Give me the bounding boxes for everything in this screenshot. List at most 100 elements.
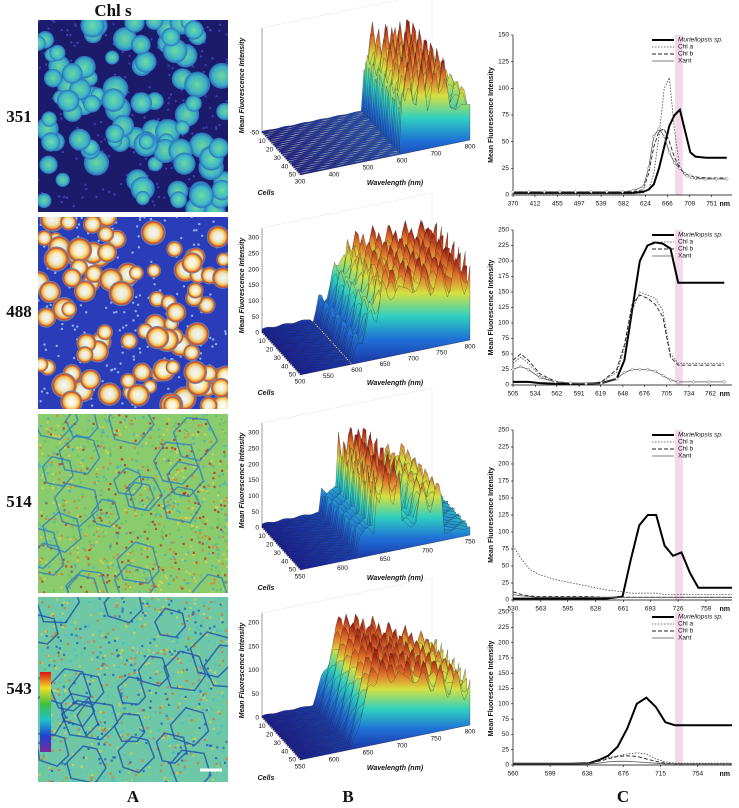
pixel [218, 485, 222, 488]
wavelength-label: Wavelength (nm) [367, 380, 424, 387]
pixel [221, 613, 224, 616]
pixel [42, 752, 45, 755]
pixel [48, 592, 52, 593]
pixel [102, 446, 105, 449]
pixel [224, 431, 227, 435]
pixel [55, 508, 58, 512]
pixel [191, 575, 194, 579]
wavelength-tick-label: 750 [436, 350, 447, 357]
pixel [148, 426, 151, 430]
pixel [106, 497, 110, 500]
y-tick-label: 50 [502, 731, 510, 738]
pixel [99, 612, 102, 615]
pixel [55, 573, 58, 576]
pixel [164, 574, 167, 577]
pixel [144, 614, 147, 617]
pixel [58, 471, 61, 474]
pixel [43, 541, 47, 544]
pixel [117, 654, 120, 657]
pixel [45, 630, 48, 633]
pixel [184, 759, 187, 762]
pixel [208, 462, 211, 465]
pixel [164, 696, 167, 699]
wavelength-label: Wavelength (nm) [367, 180, 424, 187]
pixel [215, 663, 218, 666]
pixel [95, 472, 98, 476]
pixel [160, 612, 164, 615]
pixel [76, 514, 80, 517]
pixel [192, 740, 195, 743]
pixel [177, 603, 181, 606]
cell [80, 20, 105, 38]
pixel [51, 433, 55, 436]
pixel [62, 503, 65, 506]
pixel [98, 715, 101, 719]
x-tick-label: 628 [590, 606, 601, 613]
pixel [177, 671, 180, 674]
speck [84, 188, 88, 191]
pixel [70, 547, 73, 550]
pixel [217, 597, 220, 600]
pixel [176, 471, 180, 474]
pixel [154, 527, 158, 531]
pixel [141, 445, 144, 448]
speck [225, 99, 228, 103]
pixel [139, 583, 142, 586]
pixel [151, 597, 154, 600]
pixel [80, 612, 83, 615]
pixel [91, 695, 94, 698]
pixel [127, 559, 130, 562]
pixel [142, 503, 145, 507]
pixel [134, 657, 137, 660]
pixel [65, 681, 68, 685]
pixel [80, 536, 83, 539]
wavelength-tick-label: 600 [337, 565, 348, 572]
pixel [127, 762, 130, 765]
pixel [58, 441, 61, 444]
pixel [39, 572, 42, 575]
pixel [55, 724, 58, 727]
pixel [140, 689, 143, 692]
pixel [154, 585, 157, 588]
pixel [187, 499, 191, 503]
pixel [106, 435, 109, 438]
pixel [188, 589, 191, 592]
pixel [175, 463, 178, 467]
pixel [88, 600, 91, 604]
pixel [87, 692, 90, 695]
pixel [222, 746, 225, 749]
speck [218, 29, 221, 33]
pixel [155, 644, 158, 647]
pixel [66, 536, 69, 539]
surface-strip [299, 658, 471, 761]
pixel [208, 627, 212, 630]
pixel [149, 730, 152, 733]
pixel [177, 568, 181, 571]
legend-label: Xant [678, 635, 692, 642]
y-axis-label: Mean Fluorescence Intensity [488, 260, 495, 356]
x-tick-label: 676 [639, 391, 650, 398]
wavelength-label: Wavelength (nm) [367, 575, 424, 582]
pixel [217, 707, 220, 710]
pixel [217, 732, 220, 736]
pixel [76, 641, 79, 645]
pixel [115, 533, 118, 536]
x-tick-label: 539 [596, 201, 607, 208]
x-unit: nm [720, 391, 731, 398]
pixel [191, 524, 194, 528]
pixel [64, 523, 68, 526]
pixel [175, 434, 178, 438]
pixel [151, 657, 154, 660]
pixel [39, 443, 42, 447]
pixel [51, 780, 54, 782]
pixel [214, 566, 218, 569]
pixel [163, 704, 166, 707]
pixel [192, 720, 195, 723]
pixel [207, 484, 210, 487]
pixel [141, 681, 144, 684]
pixel [54, 667, 58, 670]
speck [110, 301, 113, 304]
pixel [211, 629, 214, 632]
pixel [189, 765, 192, 769]
pixel [222, 773, 225, 776]
